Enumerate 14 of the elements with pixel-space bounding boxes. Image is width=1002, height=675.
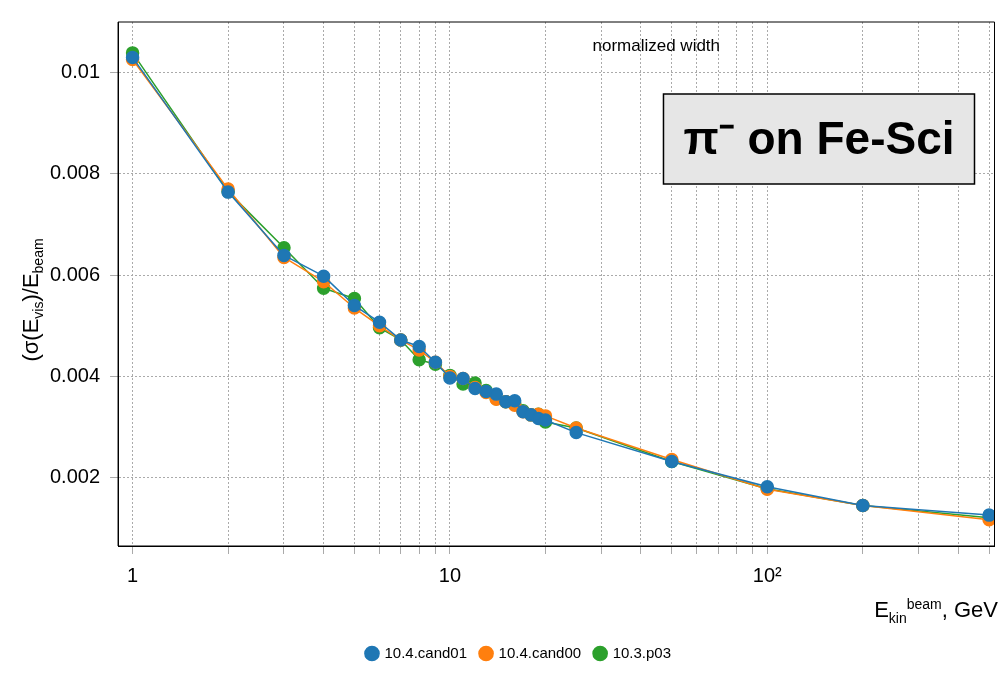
- legend-label: 10.4.cand00: [498, 643, 582, 661]
- y-tick-label: 0.002: [49, 465, 101, 488]
- y-tick-label: 0.004: [49, 363, 101, 386]
- x-tick-label: 10²: [752, 563, 783, 586]
- legend-label: 10.3.p03: [612, 643, 672, 661]
- x-tick-label: 1: [127, 563, 139, 586]
- annotation: normalized width: [592, 35, 721, 55]
- x-tick-label: 10: [438, 563, 462, 586]
- y-tick-label: 0.01: [61, 60, 101, 83]
- legend-label: 10.4.cand01: [384, 643, 468, 661]
- x-axis-title: E$_{kin}$$^{beam}$, GeV: [874, 596, 998, 626]
- y-tick-label: 0.006: [49, 262, 101, 285]
- y-tick-label: 0.008: [49, 161, 101, 184]
- annotation: π⁻ on Fe-Sci: [683, 111, 955, 164]
